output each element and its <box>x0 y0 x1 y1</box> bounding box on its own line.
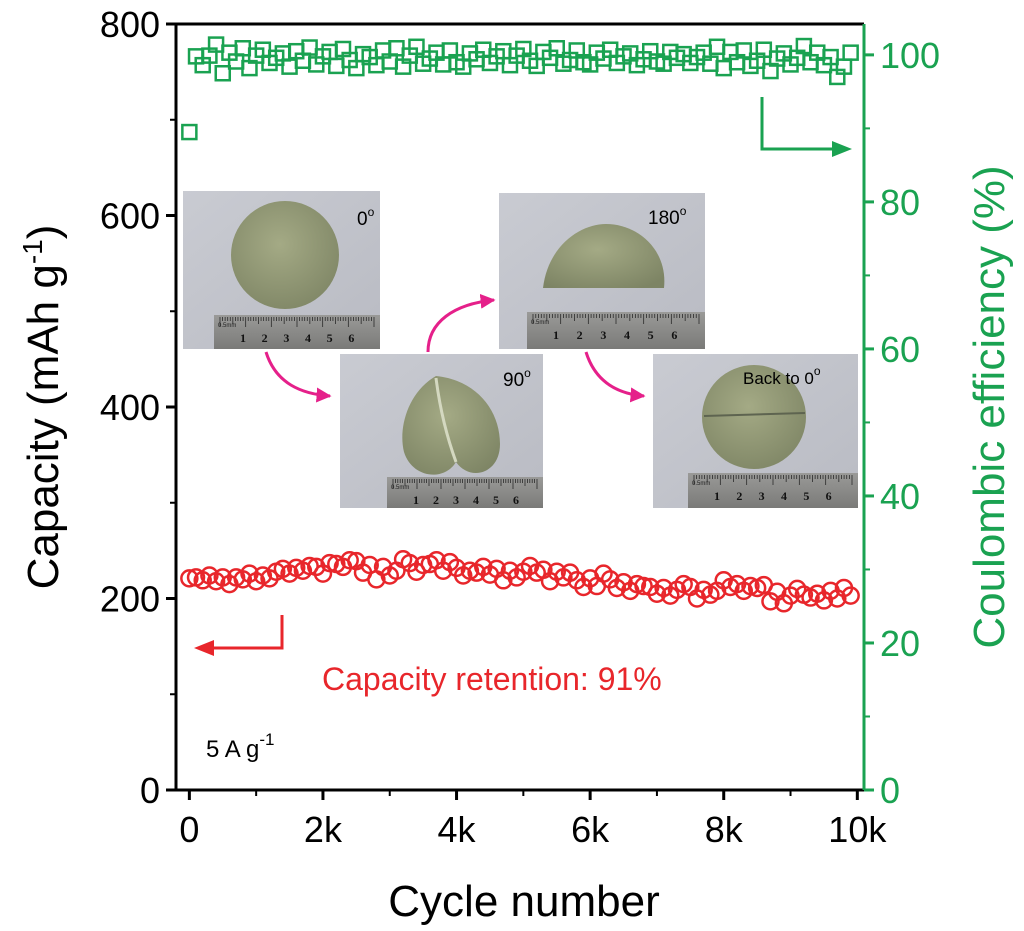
ruler-number: 6 <box>348 331 354 345</box>
ruler-number: 3 <box>600 328 606 342</box>
ruler-number: 4 <box>305 331 311 345</box>
y-right-tick-label: 60 <box>880 329 920 370</box>
x-tick-label: 6k <box>571 809 610 850</box>
y-right-tick-label: 80 <box>880 182 920 223</box>
flat-foil-disc <box>231 201 339 309</box>
efficiency-point <box>755 41 773 58</box>
ruler-number: 4 <box>473 493 479 507</box>
x-tick-label: 10k <box>828 809 887 850</box>
efficiency-point <box>281 58 298 75</box>
x-tick-label: 4k <box>438 809 477 850</box>
ruler-markings: 0.5mm 1 2 3 4 5 6 <box>391 479 538 507</box>
ruler-number: 3 <box>283 331 289 345</box>
capacity-axis-arrow <box>194 615 284 656</box>
efficiency-point <box>842 44 859 61</box>
arrow-180-to-back <box>584 351 646 403</box>
inset-photo-90deg: 0.5mm 1 2 3 4 5 6 90o <box>340 354 543 508</box>
ruler-number: 1 <box>714 489 720 503</box>
efficiency-point <box>715 59 732 77</box>
x-tick-label: 8k <box>705 809 744 850</box>
y-left-tick-label: 800 <box>100 4 160 45</box>
y-left-tick-label: 200 <box>100 579 160 620</box>
axis-ticks <box>166 22 874 800</box>
inset-photo-back-to-0deg: 0.5mm 1 2 3 4 5 6 Back to 0o <box>653 354 858 508</box>
capacity-point <box>634 576 653 596</box>
ruler-number: 6 <box>513 493 519 507</box>
efficiency-axis-arrow <box>760 97 852 157</box>
capacity-retention-label: Capacity retention: 91% <box>322 661 662 697</box>
ruler-number: 6 <box>671 328 677 342</box>
efficiency-point <box>301 39 318 56</box>
capacity-point <box>320 553 339 573</box>
ruler-markings: 0.5mm 1 2 3 4 5 6 <box>531 314 700 342</box>
efficiency-point <box>822 48 839 66</box>
ruler-number: 5 <box>648 328 654 342</box>
x-tick-label: 2k <box>304 809 343 850</box>
photo-sequence-arrows <box>264 293 646 403</box>
capacity-point <box>340 550 359 570</box>
ruler-unit-label: 0.5mm <box>218 323 236 329</box>
ruler-unit-label: 0.5mm <box>391 485 409 491</box>
y-right-tick-label: 100 <box>880 35 940 76</box>
efficiency-point <box>234 40 252 57</box>
efficiency-point <box>388 40 405 57</box>
ruler-number: 3 <box>453 493 459 507</box>
ruler-number: 3 <box>759 489 765 503</box>
arrow-0-to-90 <box>264 351 332 403</box>
efficiency-point <box>548 40 565 57</box>
capacity-point <box>180 569 199 588</box>
y-right-tick-label: 20 <box>880 623 920 664</box>
ruler-number: 4 <box>624 328 630 342</box>
ruler-number: 2 <box>736 489 742 503</box>
y-left-tick-label: 400 <box>100 387 160 428</box>
ruler-number: 1 <box>240 331 246 345</box>
series-coulombic-efficiency <box>181 36 859 141</box>
efficiency-point <box>214 65 232 82</box>
photo-angle-label: 180o <box>648 204 687 229</box>
efficiency-point <box>181 123 198 141</box>
ruler-number: 6 <box>826 489 832 503</box>
efficiency-point <box>735 42 753 59</box>
capacity-point <box>841 586 860 605</box>
y-right-tick-label: 0 <box>880 770 900 811</box>
ruler-number: 5 <box>493 493 499 507</box>
ruler-number: 1 <box>413 493 419 507</box>
ruler-number: 2 <box>433 493 439 507</box>
series-capacity <box>180 549 860 613</box>
photo-angle-label: 90o <box>503 366 531 391</box>
capacity-point <box>300 556 319 576</box>
efficiency-point <box>408 38 425 56</box>
ruler-unit-label: 0.5mm <box>531 320 549 326</box>
photo-angle-label: 0o <box>357 205 375 230</box>
ruler-unit-label: 0.5mm <box>692 481 710 487</box>
efficiency-point <box>708 38 726 56</box>
folded-foil <box>402 376 500 475</box>
x-axis-title: Cycle number <box>388 877 659 926</box>
inset-photo-0deg: 0.5mm 1 2 3 4 5 6 0o <box>183 191 380 349</box>
x-tick-label: 0 <box>179 809 199 850</box>
ruler-number: 1 <box>553 328 559 342</box>
ruler-number: 5 <box>327 331 333 345</box>
ruler-number: 5 <box>803 489 809 503</box>
ruler-markings: 0.5mm 1 2 3 4 5 6 <box>692 475 853 503</box>
photo-angle-label: Back to 0o <box>743 364 821 388</box>
y-right-tick-label: 40 <box>880 476 920 517</box>
inset-photo-180deg: 0.5mm 1 2 3 4 5 6 180o <box>499 193 705 349</box>
ruler-markings: 0.5mm 1 2 3 4 5 6 <box>218 317 375 345</box>
y-right-axis-title: Coulombic efficiency (%) <box>965 165 1014 648</box>
efficiency-point <box>328 57 345 75</box>
current-density-label: 5 A g-1 <box>206 730 275 763</box>
unfolded-foil-disc <box>702 365 806 469</box>
ruler-number: 4 <box>781 489 787 503</box>
y-left-axis-title: Capacity (mAh g-1) <box>17 225 68 590</box>
ruler-number: 2 <box>262 331 268 345</box>
y-left-tick-label: 0 <box>140 770 160 811</box>
half-folded-foil <box>543 224 665 288</box>
ruler-number: 2 <box>577 328 583 342</box>
y-left-tick-label: 600 <box>100 196 160 237</box>
arrow-90-to-180 <box>426 293 496 353</box>
